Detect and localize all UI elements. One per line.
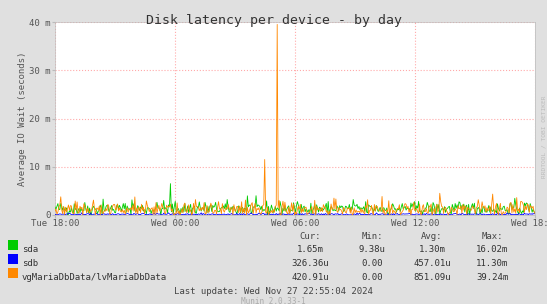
- Text: 457.01u: 457.01u: [413, 259, 451, 268]
- Text: 326.36u: 326.36u: [291, 259, 329, 268]
- Text: RRDTOOL / TOBI OETIKER: RRDTOOL / TOBI OETIKER: [542, 95, 546, 178]
- Text: 1.65m: 1.65m: [296, 245, 323, 254]
- Text: 420.91u: 420.91u: [291, 273, 329, 282]
- Text: Munin 2.0.33-1: Munin 2.0.33-1: [241, 298, 306, 304]
- Y-axis label: Average IO Wait (seconds): Average IO Wait (seconds): [18, 51, 27, 186]
- Text: Cur:: Cur:: [299, 232, 321, 241]
- Text: 16.02m: 16.02m: [476, 245, 508, 254]
- Text: vgMariaDbData/lvMariaDbData: vgMariaDbData/lvMariaDbData: [22, 273, 167, 282]
- Text: sdb: sdb: [22, 259, 38, 268]
- Text: Max:: Max:: [481, 232, 503, 241]
- Text: 11.30m: 11.30m: [476, 259, 508, 268]
- Text: 0.00: 0.00: [361, 259, 383, 268]
- Text: Avg:: Avg:: [421, 232, 443, 241]
- Text: sda: sda: [22, 245, 38, 254]
- Text: 9.38u: 9.38u: [359, 245, 386, 254]
- Text: Disk latency per device - by day: Disk latency per device - by day: [146, 14, 401, 27]
- Text: Last update: Wed Nov 27 22:55:04 2024: Last update: Wed Nov 27 22:55:04 2024: [174, 286, 373, 295]
- Text: 1.30m: 1.30m: [418, 245, 445, 254]
- Text: Min:: Min:: [361, 232, 383, 241]
- Text: 39.24m: 39.24m: [476, 273, 508, 282]
- Text: 851.09u: 851.09u: [413, 273, 451, 282]
- Text: 0.00: 0.00: [361, 273, 383, 282]
